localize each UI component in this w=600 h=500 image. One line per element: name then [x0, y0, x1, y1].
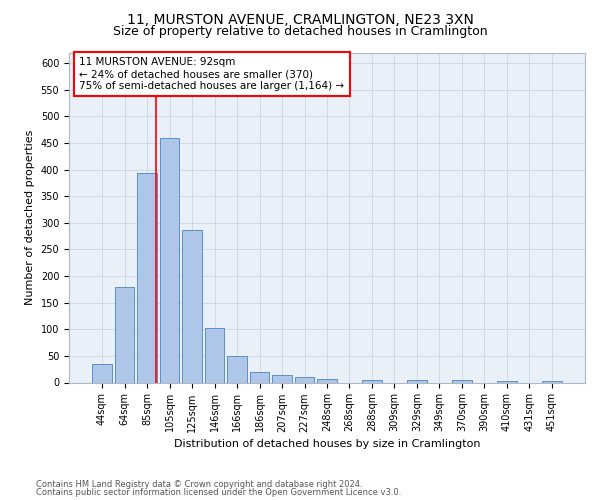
Bar: [295, 377, 314, 382]
Bar: [115, 286, 134, 382]
Bar: [137, 174, 157, 382]
Bar: [272, 374, 292, 382]
Bar: [497, 381, 517, 382]
Bar: [205, 328, 224, 382]
Bar: [250, 372, 269, 382]
Y-axis label: Number of detached properties: Number of detached properties: [25, 130, 35, 305]
Text: 11 MURSTON AVENUE: 92sqm
← 24% of detached houses are smaller (370)
75% of semi-: 11 MURSTON AVENUE: 92sqm ← 24% of detach…: [79, 58, 344, 90]
Text: Contains HM Land Registry data © Crown copyright and database right 2024.: Contains HM Land Registry data © Crown c…: [36, 480, 362, 489]
Bar: [542, 381, 562, 382]
Text: 11, MURSTON AVENUE, CRAMLINGTON, NE23 3XN: 11, MURSTON AVENUE, CRAMLINGTON, NE23 3X…: [127, 12, 473, 26]
Bar: [227, 356, 247, 382]
Text: Contains public sector information licensed under the Open Government Licence v3: Contains public sector information licen…: [36, 488, 401, 497]
Bar: [160, 138, 179, 382]
Bar: [182, 230, 202, 382]
Bar: [317, 380, 337, 382]
Bar: [92, 364, 112, 382]
X-axis label: Distribution of detached houses by size in Cramlington: Distribution of detached houses by size …: [174, 438, 480, 448]
Bar: [362, 380, 382, 382]
Text: Size of property relative to detached houses in Cramlington: Size of property relative to detached ho…: [113, 25, 487, 38]
Bar: [407, 380, 427, 382]
Bar: [452, 380, 472, 382]
